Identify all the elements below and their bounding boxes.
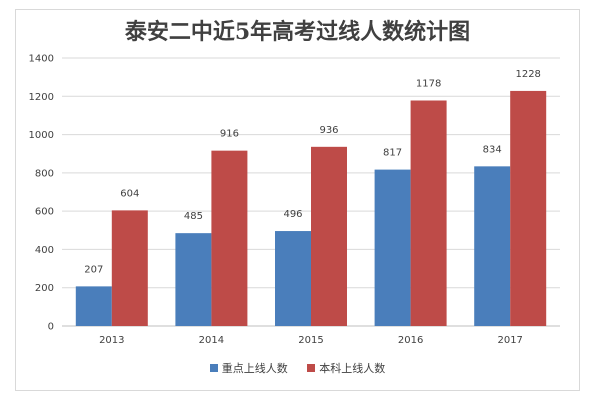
bar xyxy=(275,231,311,326)
data-label: 207 xyxy=(84,264,103,275)
y-tick-label: 0 xyxy=(48,322,54,333)
y-tick-label: 400 xyxy=(35,245,54,256)
bar xyxy=(211,150,248,326)
data-label: 496 xyxy=(283,209,302,220)
y-tick-label: 1200 xyxy=(29,92,54,103)
y-tick-label: 600 xyxy=(35,207,54,218)
x-tick-label: 2013 xyxy=(99,335,124,346)
x-tick-label: 2015 xyxy=(298,335,323,346)
y-tick-label: 800 xyxy=(35,168,54,179)
bar xyxy=(410,100,447,326)
legend-swatch-undergrad xyxy=(307,364,316,372)
legend-label-undergrad: 本科上线人数 xyxy=(319,362,386,375)
data-label: 485 xyxy=(184,211,203,222)
legend: 重点上线人数 本科上线人数 xyxy=(0,360,595,376)
legend-item-undergrad: 本科上线人数 xyxy=(307,360,385,376)
x-tick-label: 2017 xyxy=(497,335,522,346)
data-label: 1228 xyxy=(515,69,540,80)
bar xyxy=(510,90,547,326)
data-label: 1178 xyxy=(416,78,441,89)
x-tick-label: 2014 xyxy=(199,335,224,346)
legend-swatch-key xyxy=(209,364,218,372)
data-label: 936 xyxy=(319,125,338,136)
data-label: 604 xyxy=(120,188,139,199)
data-label: 834 xyxy=(483,144,502,155)
data-label: 916 xyxy=(220,129,239,140)
bar xyxy=(311,146,347,326)
chart-title: 泰安二中近5年高考过线人数统计图 xyxy=(124,19,471,45)
x-tick-label: 2016 xyxy=(398,335,423,346)
legend-label-key: 重点上线人数 xyxy=(221,362,288,375)
bar xyxy=(75,286,112,326)
y-tick-label: 1400 xyxy=(29,54,54,65)
data-label: 817 xyxy=(383,148,402,159)
y-tick-label: 200 xyxy=(35,283,54,294)
bar xyxy=(111,210,148,326)
bar xyxy=(175,233,212,326)
y-tick-label: 1000 xyxy=(29,130,54,141)
legend-item-key: 重点上线人数 xyxy=(209,360,288,376)
bar xyxy=(374,169,411,326)
bar xyxy=(474,166,511,326)
